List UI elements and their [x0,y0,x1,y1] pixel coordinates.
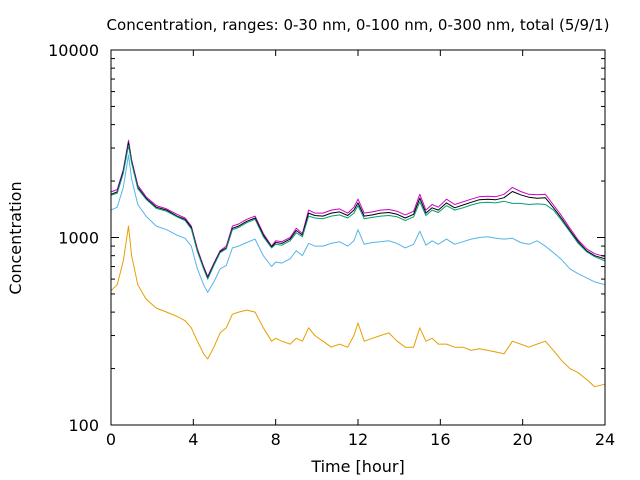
x-tick-label: 12 [348,430,368,449]
chart-title: Concentration, ranges: 0-30 nm, 0-100 nm… [107,16,610,34]
plot-frame [110,49,606,426]
y-tick-label: 10000 [48,41,99,60]
tick-layer: 0 4 8 12 16 20 24 100 1000 10000 [48,41,615,449]
x-tick-label: 16 [430,430,450,449]
x-tick-label: 24 [595,430,615,449]
x-tick-label: 4 [188,430,198,449]
x-tick-label: 8 [271,430,281,449]
series-line-3 [110,144,606,280]
y-axis-title: Concentration [6,181,25,294]
x-axis-title: Time [hour] [310,457,404,476]
y-tick-label: 100 [68,416,99,435]
x-tick-label: 20 [512,430,532,449]
series-line-4 [110,154,606,293]
series-line-5 [110,225,606,388]
series-layer [110,139,606,388]
x-tick-label: 0 [106,430,116,449]
y-tick-label: 1000 [58,229,99,248]
